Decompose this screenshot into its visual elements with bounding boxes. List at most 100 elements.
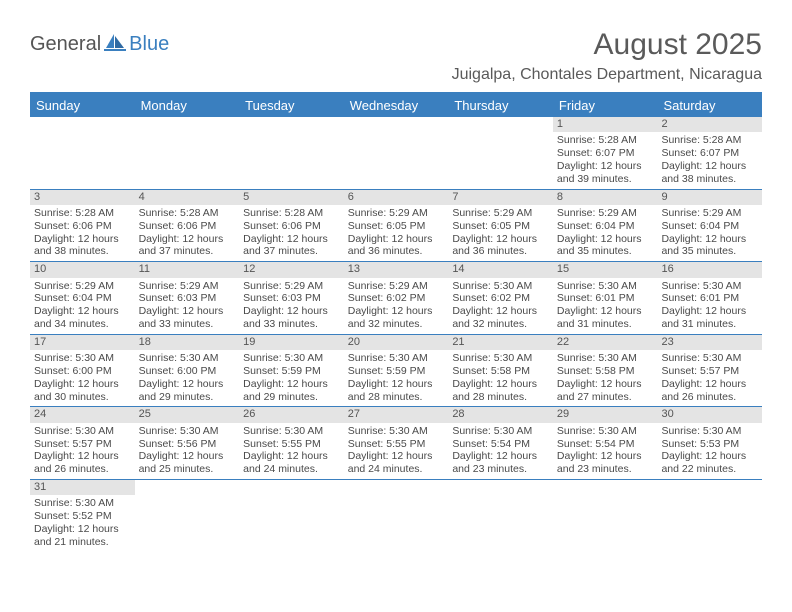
day-number: 16 — [657, 262, 762, 277]
sunrise-line: Sunrise: 5:30 AM — [557, 425, 654, 438]
day-number: 31 — [30, 480, 135, 495]
daylight-line-1: Daylight: 12 hours — [34, 450, 131, 463]
day-header: Thursday — [448, 94, 553, 117]
sunrise-line: Sunrise: 5:30 AM — [661, 352, 758, 365]
sunrise-line: Sunrise: 5:30 AM — [452, 280, 549, 293]
location-subtitle: Juigalpa, Chontales Department, Nicaragu… — [452, 66, 762, 84]
week-row: 10Sunrise: 5:29 AMSunset: 6:04 PMDayligh… — [30, 262, 762, 335]
day-number: 17 — [30, 335, 135, 350]
day-header-row: SundayMondayTuesdayWednesdayThursdayFrid… — [30, 94, 762, 117]
day-cell: 10Sunrise: 5:29 AMSunset: 6:04 PMDayligh… — [30, 262, 135, 334]
sunrise-line: Sunrise: 5:30 AM — [243, 425, 340, 438]
day-cell: 8Sunrise: 5:29 AMSunset: 6:04 PMDaylight… — [553, 190, 658, 262]
sunrise-line: Sunrise: 5:29 AM — [452, 207, 549, 220]
daylight-line-1: Daylight: 12 hours — [139, 450, 236, 463]
sunset-line: Sunset: 6:02 PM — [348, 292, 445, 305]
sunrise-line: Sunrise: 5:30 AM — [348, 425, 445, 438]
daylight-line-1: Daylight: 12 hours — [557, 160, 654, 173]
sunset-line: Sunset: 5:54 PM — [452, 438, 549, 451]
day-header: Saturday — [657, 94, 762, 117]
daylight-line-2: and 36 minutes. — [452, 245, 549, 258]
daylight-line-2: and 33 minutes. — [139, 318, 236, 331]
daylight-line-2: and 38 minutes. — [34, 245, 131, 258]
month-title: August 2025 — [452, 28, 762, 62]
daylight-line-2: and 37 minutes. — [243, 245, 340, 258]
sunset-line: Sunset: 6:01 PM — [557, 292, 654, 305]
day-number: 29 — [553, 407, 658, 422]
day-cell: 15Sunrise: 5:30 AMSunset: 6:01 PMDayligh… — [553, 262, 658, 334]
daylight-line-1: Daylight: 12 hours — [34, 378, 131, 391]
sunset-line: Sunset: 6:05 PM — [452, 220, 549, 233]
daylight-line-1: Daylight: 12 hours — [348, 305, 445, 318]
day-number: 23 — [657, 335, 762, 350]
sunset-line: Sunset: 6:03 PM — [139, 292, 236, 305]
day-number: 12 — [239, 262, 344, 277]
day-header: Tuesday — [239, 94, 344, 117]
day-number: 21 — [448, 335, 553, 350]
brand-text-1: General — [30, 33, 101, 56]
day-number: 5 — [239, 190, 344, 205]
day-header: Sunday — [30, 94, 135, 117]
empty-cell — [135, 117, 240, 189]
daylight-line-2: and 25 minutes. — [139, 463, 236, 476]
daylight-line-1: Daylight: 12 hours — [348, 233, 445, 246]
sunrise-line: Sunrise: 5:29 AM — [139, 280, 236, 293]
daylight-line-2: and 28 minutes. — [452, 391, 549, 404]
sail-icon — [104, 32, 126, 57]
daylight-line-2: and 34 minutes. — [34, 318, 131, 331]
daylight-line-1: Daylight: 12 hours — [452, 233, 549, 246]
sunrise-line: Sunrise: 5:29 AM — [348, 280, 445, 293]
day-cell: 24Sunrise: 5:30 AMSunset: 5:57 PMDayligh… — [30, 407, 135, 479]
week-row: 17 Sunrise: 5:30 AM Sunset: 6:00 PM Dayligh… — [30, 335, 762, 408]
daylight-line-1: Daylight: 12 hours — [661, 305, 758, 318]
daylight-line-2: and 26 minutes. — [34, 463, 131, 476]
sunset-line: Sunset: 5:57 PM — [661, 365, 758, 378]
day-cell: 18Sunrise: 5:30 AMSunset: 6:00 PMDayligh… — [135, 335, 240, 407]
sunrise-line: Sunrise: 5:30 AM — [452, 425, 549, 438]
day-number: 4 — [135, 190, 240, 205]
sunrise-line: Sunrise: 5:29 AM — [348, 207, 445, 220]
sunrise-line: Sunrise: 5:30 AM — [557, 280, 654, 293]
daylight-line-2: and 24 minutes. — [348, 463, 445, 476]
daylight-line-2: and 30 minutes. — [34, 391, 131, 404]
sunrise-line: Sunrise: 5:29 AM — [557, 207, 654, 220]
sunrise-line: Sunrise: 5:30 AM — [34, 497, 131, 510]
daylight-line-2: and 28 minutes. — [348, 391, 445, 404]
day-cell: 11Sunrise: 5:29 AMSunset: 6:03 PMDayligh… — [135, 262, 240, 334]
day-cell: 31Sunrise: 5:30 AMSunset: 5:52 PMDayligh… — [30, 480, 135, 552]
day-header: Wednesday — [344, 94, 449, 117]
brand-text-2: Blue — [129, 33, 169, 56]
weeks-container: 1Sunrise: 5:28 AMSunset: 6:07 PMDaylight… — [30, 117, 762, 552]
daylight-line-2: and 36 minutes. — [348, 245, 445, 258]
sunset-line: Sunset: 6:05 PM — [348, 220, 445, 233]
day-cell: 7Sunrise: 5:29 AMSunset: 6:05 PMDaylight… — [448, 190, 553, 262]
sunset-line: Sunset: 6:07 PM — [661, 147, 758, 160]
empty-cell — [448, 480, 553, 552]
empty-cell — [448, 117, 553, 189]
sunrise-line: Sunrise: 5:28 AM — [243, 207, 340, 220]
sunset-line: Sunset: 5:53 PM — [661, 438, 758, 451]
empty-cell — [135, 480, 240, 552]
day-number: 14 — [448, 262, 553, 277]
calendar-page: General Blue August 2025 Juigalpa, Chont… — [0, 0, 792, 572]
sunset-line: Sunset: 6:00 PM — [139, 365, 236, 378]
daylight-line-1: Daylight: 12 hours — [661, 160, 758, 173]
day-number: 25 — [135, 407, 240, 422]
daylight-line-2: and 33 minutes. — [243, 318, 340, 331]
sunset-line: Sunset: 6:04 PM — [661, 220, 758, 233]
daylight-line-1: Daylight: 12 hours — [452, 305, 549, 318]
daylight-line-2: and 32 minutes. — [348, 318, 445, 331]
daylight-line-2: and 24 minutes. — [243, 463, 340, 476]
day-cell: 30Sunrise: 5:30 AMSunset: 5:53 PMDayligh… — [657, 407, 762, 479]
day-number: 22 — [553, 335, 658, 350]
daylight-line-2: and 35 minutes. — [557, 245, 654, 258]
sunrise-line: Sunrise: 5:28 AM — [661, 134, 758, 147]
sunrise-line: Sunrise: 5:30 AM — [34, 425, 131, 438]
sunrise-line: Sunrise: 5:28 AM — [34, 207, 131, 220]
sunrise-line: Sunrise: 5:28 AM — [139, 207, 236, 220]
day-cell: 6Sunrise: 5:29 AMSunset: 6:05 PMDaylight… — [344, 190, 449, 262]
daylight-line-2: and 37 minutes. — [139, 245, 236, 258]
week-row: 24Sunrise: 5:30 AMSunset: 5:57 PMDayligh… — [30, 407, 762, 480]
day-number: 18 — [135, 335, 240, 350]
sunset-line: Sunset: 5:58 PM — [452, 365, 549, 378]
